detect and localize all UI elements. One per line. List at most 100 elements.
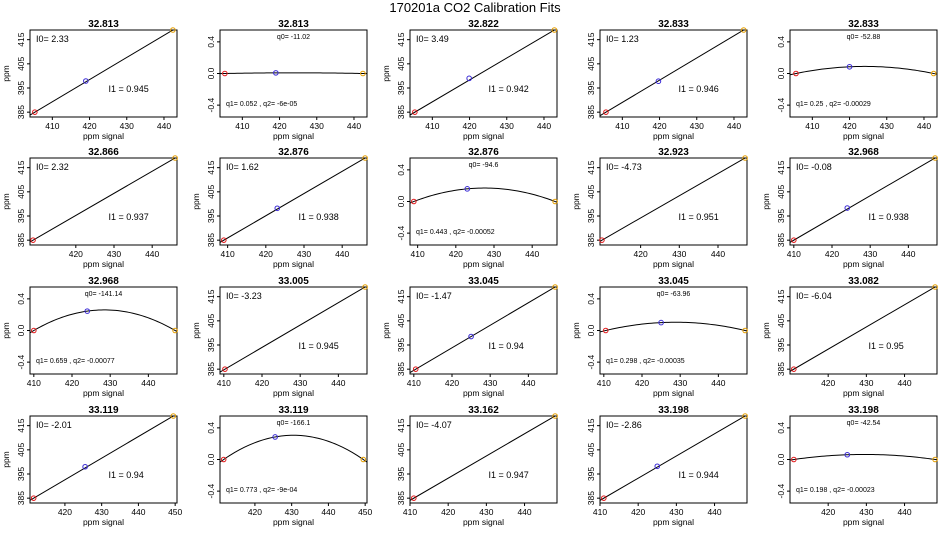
x-tick-label: 430 bbox=[483, 378, 497, 388]
slope-label: I1 = 0.94 bbox=[109, 470, 144, 480]
plot-frame bbox=[409, 29, 558, 118]
plot-title: 32.968 bbox=[848, 147, 879, 158]
y-tick-label: 405 bbox=[16, 184, 26, 198]
fit-curve bbox=[30, 309, 177, 334]
low-point bbox=[220, 456, 227, 463]
high-point bbox=[932, 456, 938, 463]
high-point bbox=[742, 413, 748, 419]
x-tick-label: 430 bbox=[285, 507, 299, 517]
x-tick-label: 440 bbox=[347, 121, 361, 131]
x-axis-label: ppm signal bbox=[463, 131, 504, 141]
y-tick-label: 385 bbox=[776, 362, 786, 376]
low-point bbox=[32, 109, 38, 115]
y-tick-label: 415 bbox=[206, 289, 216, 303]
plot-title: 33.045 bbox=[658, 276, 689, 287]
x-tick-label: 420 bbox=[825, 249, 839, 259]
high-point bbox=[551, 27, 558, 33]
x-tick-label: 420 bbox=[82, 121, 96, 131]
x-tick-label: 420 bbox=[842, 121, 856, 131]
x-tick-label: 440 bbox=[897, 507, 911, 517]
x-axis-label: ppm signal bbox=[273, 517, 314, 527]
x-tick-label: 410 bbox=[45, 121, 59, 131]
x-tick-label: 440 bbox=[525, 249, 539, 259]
x-tick-label: 420 bbox=[69, 249, 83, 259]
x-tick-label: 440 bbox=[335, 249, 349, 259]
y-tick-label: 405 bbox=[776, 313, 786, 327]
x-tick-label: 440 bbox=[897, 378, 911, 388]
x-tick-label: 410 bbox=[407, 378, 421, 388]
plot-title: 32.813 bbox=[88, 19, 119, 30]
mid-point bbox=[83, 78, 89, 84]
x-tick-label: 440 bbox=[517, 507, 531, 517]
x-axis-label: ppm signal bbox=[463, 259, 504, 269]
x-tick-label: 440 bbox=[901, 249, 915, 259]
y-tick-label: 385 bbox=[396, 491, 406, 505]
y-axis-label: ppm bbox=[761, 322, 771, 339]
x-tick-label: 440 bbox=[157, 121, 171, 131]
plot-panel-16: 33.119 420 430 440 450 385 395 405 415 ppm signal… bbox=[1, 405, 183, 527]
plot-title: 33.162 bbox=[468, 405, 499, 416]
x-tick-label: 430 bbox=[500, 121, 514, 131]
y-tick-label: 385 bbox=[396, 362, 406, 376]
x-axis-label: ppm signal bbox=[653, 259, 694, 269]
q1-q2-label: q1= 0.052 , q2= -6e-05 bbox=[226, 101, 297, 108]
x-tick-label: 420 bbox=[652, 121, 666, 131]
q1-q2-label: q1= 0.443 , q2= -0.00052 bbox=[416, 229, 495, 236]
fit-line bbox=[790, 158, 937, 243]
x-tick-label: 440 bbox=[141, 378, 155, 388]
mid-point bbox=[84, 308, 91, 314]
y-tick-label: 415 bbox=[586, 32, 596, 46]
x-tick-label: 420 bbox=[248, 507, 262, 517]
y-tick-label: 395 bbox=[206, 209, 216, 223]
plot-frame bbox=[599, 415, 748, 504]
plot-panel-12: 33.005 410 420 430 440 385 395 405 415 ppm signal… bbox=[191, 276, 368, 398]
x-tick-label: 430 bbox=[487, 249, 501, 259]
q0-label: q0= -141.14 bbox=[85, 291, 123, 298]
x-axis-label: ppm signal bbox=[83, 259, 124, 269]
x-tick-label: 410 bbox=[403, 507, 417, 517]
x-tick-label: 440 bbox=[537, 121, 551, 131]
y-tick-label: -0.4 bbox=[206, 484, 216, 499]
x-tick-label: 410 bbox=[411, 249, 425, 259]
y-axis-label: ppm bbox=[381, 65, 391, 82]
y-tick-label: 0.4 bbox=[586, 293, 596, 305]
plot-title: 33.045 bbox=[468, 276, 499, 287]
x-tick-label: 430 bbox=[863, 249, 877, 259]
y-tick-label: 0.0 bbox=[396, 195, 406, 207]
plot-title: 33.082 bbox=[848, 276, 879, 287]
plot-title: 32.833 bbox=[848, 19, 879, 30]
mid-point bbox=[655, 78, 662, 85]
plot-panel-19: 33.198 410 420 430 440 385 395 405 415 ppm signal… bbox=[586, 405, 748, 527]
y-tick-label: 415 bbox=[776, 160, 786, 174]
x-tick-label: 440 bbox=[711, 249, 725, 259]
low-point bbox=[412, 109, 418, 115]
q0-label: q0= -166.1 bbox=[277, 420, 311, 427]
plot-title: 33.005 bbox=[278, 276, 309, 287]
fit-line bbox=[600, 30, 745, 117]
plot-title: 32.813 bbox=[278, 19, 309, 30]
x-tick-label: 410 bbox=[235, 121, 249, 131]
x-tick-label: 410 bbox=[217, 378, 231, 388]
fit-line bbox=[600, 158, 747, 242]
y-tick-label: 385 bbox=[16, 105, 26, 119]
q1-q2-label: q1= 0.298 , q2= -0.00035 bbox=[606, 358, 685, 365]
low-point bbox=[411, 198, 417, 205]
y-tick-label: 415 bbox=[206, 160, 216, 174]
figure-title: 170201a CO2 Calibration Fits bbox=[389, 0, 561, 15]
plot-frame bbox=[219, 157, 368, 246]
y-tick-label: 385 bbox=[586, 233, 596, 247]
plot-panel-1: 32.813 410 420 430 440 385 395 405 415 ppm signal… bbox=[1, 19, 178, 141]
mid-point bbox=[464, 186, 471, 192]
fit-line bbox=[790, 287, 937, 372]
fit-line bbox=[30, 416, 175, 501]
x-tick-label: 410 bbox=[27, 378, 41, 388]
fit-curve bbox=[790, 65, 937, 76]
y-tick-label: 395 bbox=[586, 467, 596, 481]
y-axis-label: ppm bbox=[571, 322, 581, 339]
y-axis-label: ppm bbox=[571, 193, 581, 210]
x-tick-label: 430 bbox=[690, 121, 704, 131]
x-axis-label: ppm signal bbox=[653, 388, 694, 398]
intercept-label: I0= 2.33 bbox=[36, 34, 69, 44]
x-axis-label: ppm signal bbox=[843, 517, 884, 527]
x-tick-label: 430 bbox=[297, 249, 311, 259]
